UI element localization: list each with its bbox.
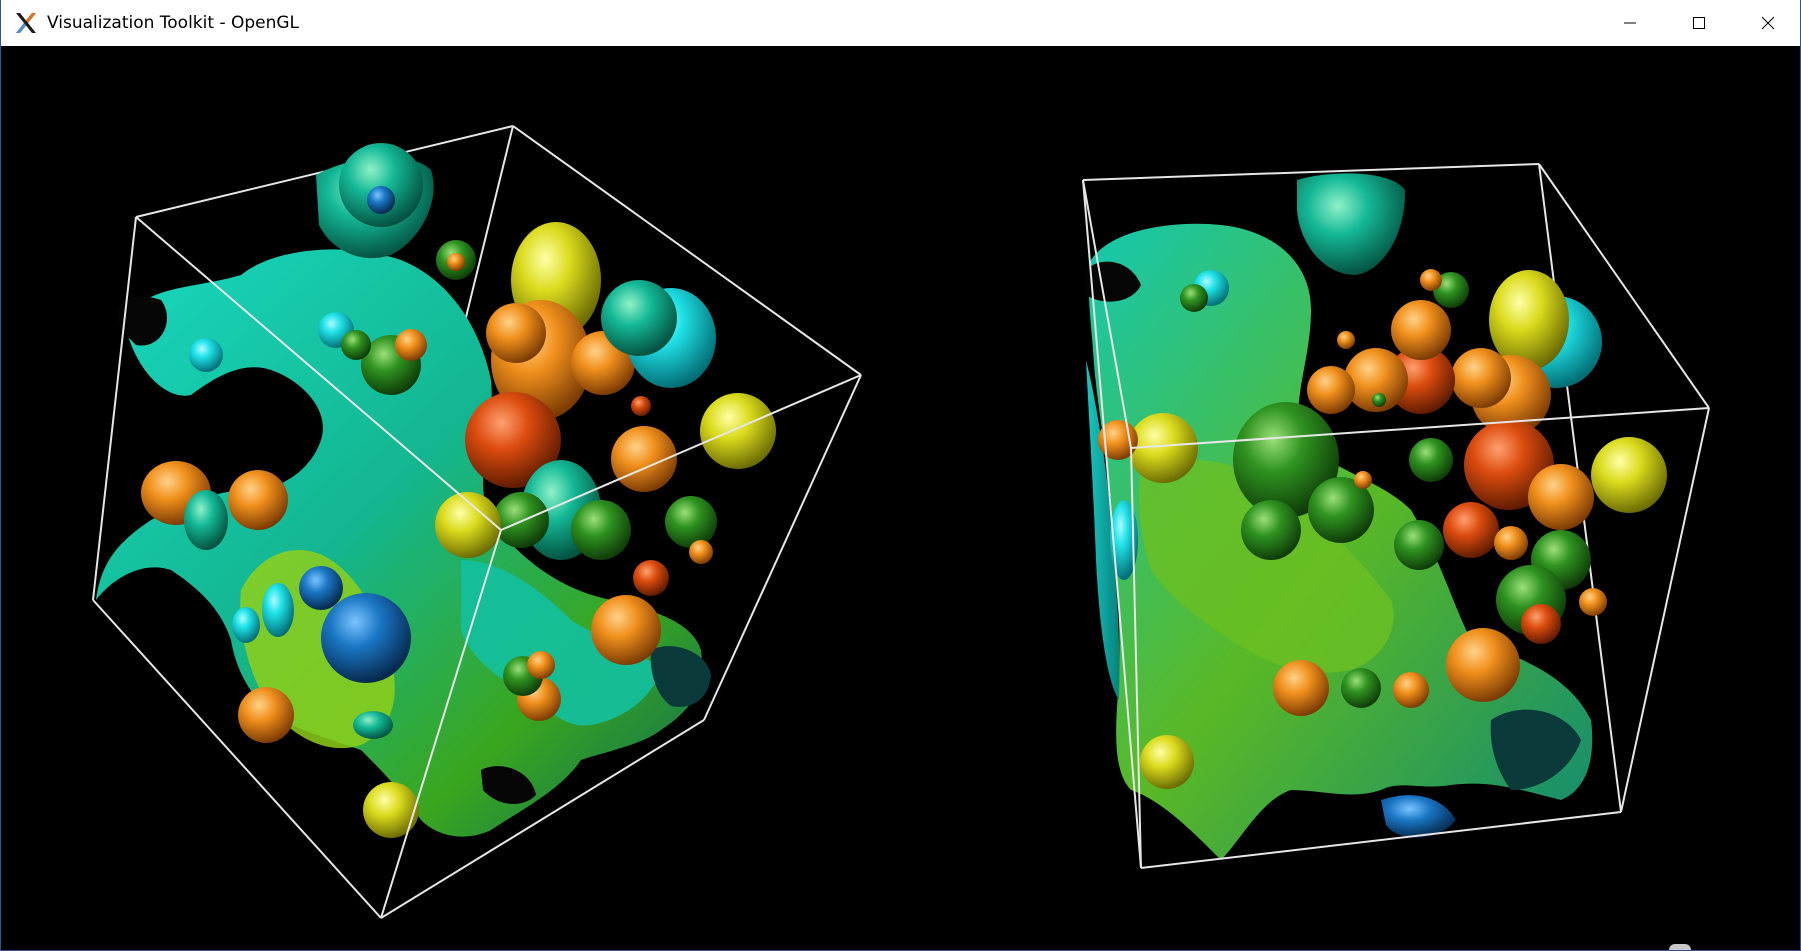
window-title: Visualization Toolkit - OpenGL xyxy=(47,13,300,33)
left-spheres xyxy=(141,143,776,838)
minimize-icon xyxy=(1623,22,1636,24)
close-icon xyxy=(1761,16,1774,30)
window-controls xyxy=(1595,0,1800,46)
maximize-button[interactable] xyxy=(1664,0,1733,46)
right-spheres xyxy=(1098,269,1667,789)
render-viewport[interactable] xyxy=(1,46,1800,947)
resize-grip[interactable] xyxy=(1669,944,1691,950)
title-bar[interactable]: Visualization Toolkit - OpenGL xyxy=(1,0,1800,46)
left-render-view[interactable] xyxy=(92,125,862,919)
right-render-view[interactable] xyxy=(1082,163,1710,869)
maximize-icon xyxy=(1692,17,1705,29)
minimize-button[interactable] xyxy=(1595,0,1664,46)
close-button[interactable] xyxy=(1733,0,1800,46)
left-outline-front xyxy=(92,216,862,919)
vtk-logo-icon xyxy=(16,13,36,33)
right-outline-front xyxy=(1082,163,1710,869)
